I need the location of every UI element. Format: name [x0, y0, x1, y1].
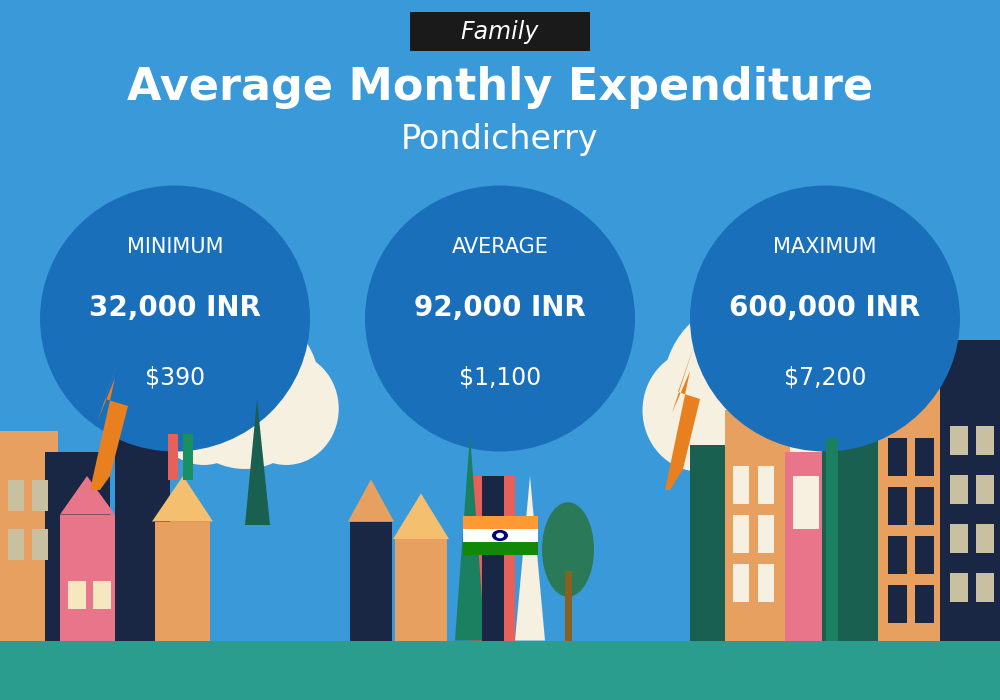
Ellipse shape — [542, 503, 594, 596]
Bar — [395, 539, 447, 640]
Bar — [462, 529, 538, 542]
Bar — [878, 368, 946, 640]
Bar — [155, 522, 210, 640]
Text: $390: $390 — [145, 365, 205, 389]
Bar — [45, 452, 110, 640]
Bar — [976, 524, 994, 553]
Bar — [462, 542, 538, 554]
Bar — [822, 424, 880, 640]
Bar — [32, 480, 48, 511]
Bar — [888, 486, 907, 525]
Bar — [915, 536, 934, 574]
Bar — [950, 426, 968, 455]
Text: Pondicherry: Pondicherry — [401, 123, 599, 157]
Polygon shape — [60, 476, 115, 514]
Polygon shape — [90, 350, 128, 490]
Text: 92,000 INR: 92,000 INR — [414, 294, 586, 322]
Bar — [915, 486, 934, 525]
FancyBboxPatch shape — [410, 12, 590, 51]
Ellipse shape — [690, 186, 960, 452]
Bar — [0, 430, 58, 640]
Polygon shape — [348, 480, 394, 522]
Bar — [733, 564, 749, 602]
Ellipse shape — [234, 352, 339, 465]
Bar — [976, 475, 994, 504]
Polygon shape — [455, 434, 485, 640]
Polygon shape — [393, 494, 449, 539]
Bar — [888, 438, 907, 476]
Bar — [68, 581, 86, 609]
Bar — [976, 573, 994, 602]
Ellipse shape — [151, 352, 256, 465]
Text: MAXIMUM: MAXIMUM — [773, 237, 877, 257]
Bar — [462, 517, 538, 529]
Bar — [60, 514, 115, 640]
Polygon shape — [515, 476, 545, 640]
Text: Average Monthly Expenditure: Average Monthly Expenditure — [127, 66, 873, 109]
Bar — [785, 452, 827, 640]
Bar — [950, 573, 968, 602]
Bar — [940, 340, 1000, 640]
Bar — [733, 514, 749, 553]
Bar — [758, 564, 774, 602]
Text: 32,000 INR: 32,000 INR — [89, 294, 261, 322]
Bar — [183, 434, 193, 480]
Bar — [826, 438, 838, 640]
Bar — [915, 584, 934, 623]
Bar — [758, 466, 774, 504]
Ellipse shape — [40, 186, 310, 452]
Ellipse shape — [642, 349, 757, 472]
Ellipse shape — [492, 530, 508, 541]
Ellipse shape — [733, 349, 848, 472]
Bar — [482, 476, 504, 640]
Bar — [976, 426, 994, 455]
Bar — [888, 584, 907, 623]
Polygon shape — [245, 399, 270, 525]
Bar — [168, 434, 178, 480]
Text: Family: Family — [461, 20, 539, 43]
Bar — [950, 475, 968, 504]
Ellipse shape — [170, 308, 320, 469]
Bar — [950, 524, 968, 553]
Bar — [690, 444, 728, 640]
Bar — [115, 430, 170, 640]
Text: 600,000 INR: 600,000 INR — [729, 294, 921, 322]
Bar — [32, 528, 48, 560]
Ellipse shape — [365, 186, 635, 452]
Ellipse shape — [496, 533, 504, 538]
Bar — [8, 480, 24, 511]
Bar — [915, 438, 934, 476]
Bar — [0, 640, 1000, 700]
Ellipse shape — [663, 301, 827, 476]
Text: $7,200: $7,200 — [784, 365, 866, 389]
Bar — [793, 476, 819, 528]
Bar — [565, 570, 572, 640]
Text: AVERAGE: AVERAGE — [452, 237, 548, 257]
Bar — [470, 476, 515, 640]
Polygon shape — [665, 343, 700, 490]
Text: $1,100: $1,100 — [459, 365, 541, 389]
Bar — [725, 410, 790, 640]
Bar — [758, 514, 774, 553]
Bar — [8, 528, 24, 560]
Text: MINIMUM: MINIMUM — [127, 237, 223, 257]
Bar — [350, 522, 392, 640]
Polygon shape — [152, 476, 213, 522]
Bar — [93, 581, 111, 609]
Bar — [888, 536, 907, 574]
Bar — [733, 466, 749, 504]
